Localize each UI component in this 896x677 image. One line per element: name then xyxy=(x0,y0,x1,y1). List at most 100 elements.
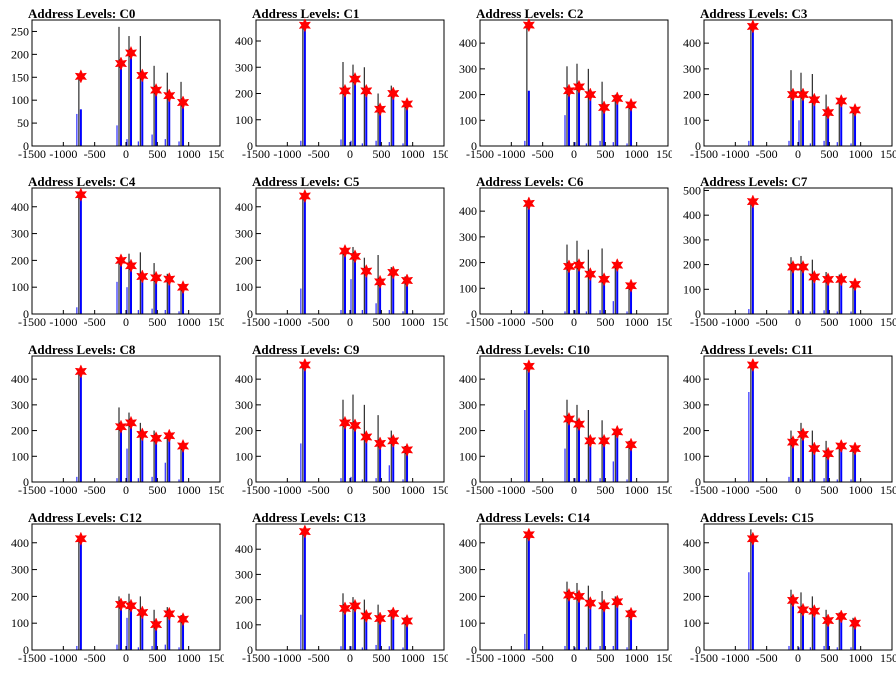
peak-star-marker xyxy=(338,83,352,99)
x-tick-label: 1000 xyxy=(849,651,873,665)
peak-star-marker xyxy=(114,253,128,268)
x-tick-label: 1500 xyxy=(880,147,896,161)
y-tick-label: 200 xyxy=(11,424,29,438)
x-tick-label: 0 xyxy=(123,483,129,497)
x-tick-label: -1000 xyxy=(49,651,77,665)
y-tick-label: 300 xyxy=(459,563,477,577)
x-tick-label: -500 xyxy=(84,651,106,665)
x-tick-label: 500 xyxy=(148,315,166,329)
x-tick-label: 1500 xyxy=(208,315,224,329)
peak-star-marker xyxy=(624,437,638,452)
peak-markers xyxy=(522,359,638,452)
x-tick-label: 0 xyxy=(571,651,577,665)
x-tick-label: 500 xyxy=(372,483,390,497)
x-tick-label: -1000 xyxy=(273,147,301,161)
y-tick-label: 0 xyxy=(23,139,29,153)
x-tick-label: -1500 xyxy=(242,651,270,665)
y-tick-label: 400 xyxy=(11,200,29,214)
x-tick-label: -1000 xyxy=(273,483,301,497)
x-tick-label: 1000 xyxy=(177,147,201,161)
chart-svg: Address Levels: C14 0 100 200 300 400 -1500 -10… xyxy=(459,510,680,665)
y-tick-label: 0 xyxy=(695,643,701,657)
x-tick-label: -1500 xyxy=(18,315,46,329)
x-tick-label: 1000 xyxy=(177,651,201,665)
peak-star-marker xyxy=(572,258,586,273)
peak-star-marker xyxy=(149,82,163,98)
chart-panel-c12: Address Levels: C12 0 100 200 300 400 -1500 -10… xyxy=(0,504,232,672)
plot-frame xyxy=(479,523,669,651)
x-tick-label: -500 xyxy=(756,315,778,329)
peak-star-marker xyxy=(136,269,149,284)
x-tick-label: 1000 xyxy=(401,147,425,161)
x-tick-label: -1500 xyxy=(18,483,46,497)
peak-star-marker xyxy=(149,617,163,632)
y-tick-label: 400 xyxy=(235,200,253,214)
chart-svg: Address Levels: C6 0 100 200 300 400 -1500 -100… xyxy=(459,174,680,329)
chart-title: Address Levels: C14 xyxy=(476,510,590,525)
y-tick-label: 300 xyxy=(11,398,29,412)
x-tick-label: 1000 xyxy=(625,147,649,161)
y-tick-label: 0 xyxy=(471,643,477,657)
plot-frame xyxy=(255,19,445,147)
chart-svg: Address Levels: C1 0 100 200 300 400 -1500 -100… xyxy=(235,6,456,161)
x-tick-label: 1500 xyxy=(880,651,896,665)
y-tick-label: 400 xyxy=(235,542,253,556)
chart-title: Address Levels: C1 xyxy=(252,6,359,21)
chart-svg: Address Levels: C12 0 100 200 300 400 -1500 -10… xyxy=(11,510,232,665)
peak-star-marker xyxy=(522,18,536,33)
y-tick-label: 100 xyxy=(683,282,701,296)
peak-star-marker xyxy=(136,427,149,442)
y-tick-label: 400 xyxy=(683,372,701,386)
peak-star-marker xyxy=(746,19,760,34)
y-tick-label: 400 xyxy=(459,372,477,386)
x-tick-label: 500 xyxy=(148,651,166,665)
peak-star-marker xyxy=(176,95,190,110)
histogram-series xyxy=(524,200,633,314)
x-tick-label: 0 xyxy=(347,315,353,329)
peak-star-marker xyxy=(348,71,362,87)
peak-star-marker xyxy=(522,196,536,211)
x-tick-label: -500 xyxy=(308,651,330,665)
peak-star-marker xyxy=(400,442,414,457)
x-tick-label: -1000 xyxy=(49,315,77,329)
x-tick-label: -1500 xyxy=(466,483,494,497)
x-tick-label: -500 xyxy=(532,651,554,665)
peak-markers xyxy=(298,188,414,289)
y-tick-label: 400 xyxy=(235,34,253,48)
y-tick-label: 100 xyxy=(235,113,253,127)
plot-frame xyxy=(703,355,893,483)
chart-title: Address Levels: C8 xyxy=(28,342,136,357)
y-tick-label: 400 xyxy=(235,372,253,386)
peak-star-marker xyxy=(562,411,576,427)
x-tick-label: 500 xyxy=(820,651,838,665)
chart-title: Address Levels: C4 xyxy=(28,174,136,189)
y-tick-label: 0 xyxy=(23,307,29,321)
peak-star-marker xyxy=(848,102,862,118)
y-tick-label: 500 xyxy=(683,183,701,197)
histogram-series xyxy=(76,193,185,314)
x-tick-label: -1000 xyxy=(49,483,77,497)
y-tick-label: 300 xyxy=(683,398,701,412)
x-tick-label: -500 xyxy=(532,147,554,161)
y-tick-label: 100 xyxy=(11,449,29,463)
peak-star-marker xyxy=(387,265,400,280)
x-tick-label: 1000 xyxy=(401,315,425,329)
plot-frame xyxy=(479,355,669,483)
peak-star-marker xyxy=(562,83,576,98)
peak-star-marker xyxy=(136,605,149,620)
y-tick-label: 0 xyxy=(471,139,477,153)
y-tick-label: 100 xyxy=(235,449,253,463)
peak-star-marker xyxy=(611,424,624,439)
y-tick-label: 0 xyxy=(247,475,253,489)
peak-star-marker xyxy=(796,259,810,275)
peak-star-marker xyxy=(298,357,312,373)
peak-star-marker xyxy=(298,188,312,204)
y-tick-label: 250 xyxy=(11,24,29,38)
peak-markers xyxy=(298,524,414,629)
histogram-series xyxy=(76,537,185,650)
y-tick-label: 300 xyxy=(683,563,701,577)
peak-star-marker xyxy=(124,258,138,273)
x-tick-label: -1500 xyxy=(690,483,718,497)
peak-star-marker xyxy=(74,531,88,546)
x-tick-label: 500 xyxy=(148,483,166,497)
